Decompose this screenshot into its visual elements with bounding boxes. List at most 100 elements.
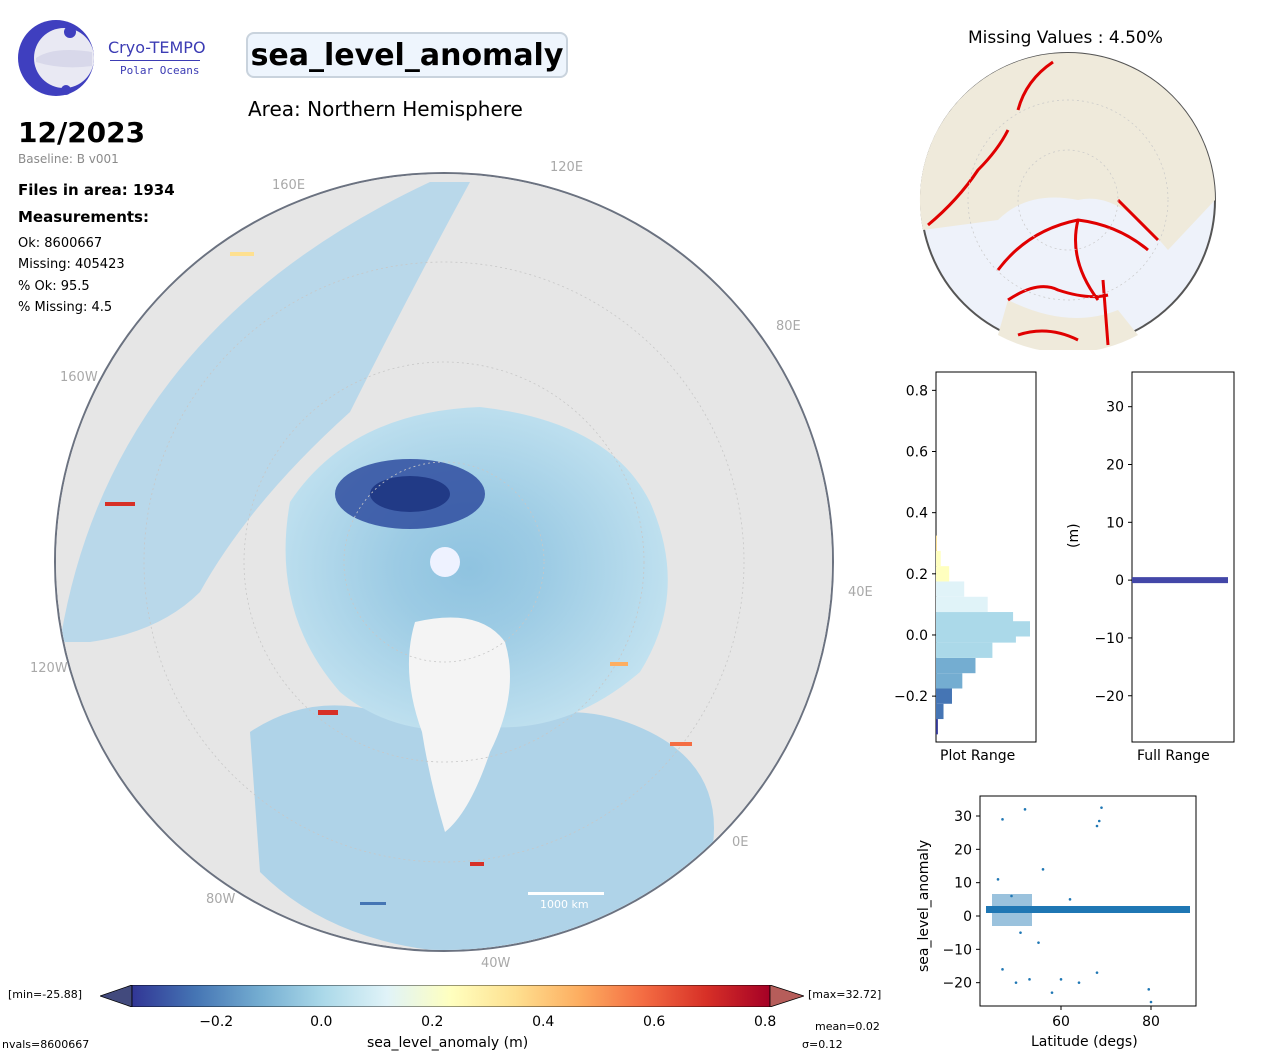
ytick-label: 20 xyxy=(954,842,972,858)
colorbar-tick: 0.6 xyxy=(643,1014,666,1030)
full-range-yticks: 30 20 10 0 −10 −20 xyxy=(1094,400,1132,705)
full-range-ylabel: (m) xyxy=(1066,523,1082,548)
lon-label: 120W xyxy=(30,661,68,676)
scatter-point xyxy=(1014,981,1018,984)
colorbar-tick: 0.4 xyxy=(532,1014,555,1030)
lon-label: 40W xyxy=(481,956,511,971)
ytick-label: 0 xyxy=(963,909,972,925)
stat-pct-missing: % Missing: 4.5 xyxy=(18,300,113,315)
full-range-bars xyxy=(1132,577,1228,584)
scatter-xlabel: Latitude (degs) xyxy=(1031,1034,1138,1050)
ytick-label: −10 xyxy=(942,942,972,958)
logo-subtitle: Polar Oceans xyxy=(120,64,200,77)
scatter-ylabel: sea_level_anomaly xyxy=(916,839,932,972)
scatter-spread xyxy=(992,894,1032,926)
colorbar-gradient xyxy=(131,984,771,1008)
lon-label: 0E xyxy=(732,835,749,850)
scatter-point xyxy=(1050,991,1054,994)
full-range-histogram: 30 20 10 0 −10 −20 Full Range (m) xyxy=(1064,368,1244,768)
missing-values-map xyxy=(918,50,1218,353)
scatter-point xyxy=(1149,1000,1153,1004)
low-anomaly-core xyxy=(370,476,450,512)
ytick-label: 0 xyxy=(1115,573,1124,589)
colorbar-min-label: [min=-25.88] xyxy=(8,988,83,1001)
xtick-label: 60 xyxy=(1052,1014,1070,1030)
scatter-frame xyxy=(979,795,1197,1007)
scatter-point xyxy=(996,878,1000,881)
ytick-label: −20 xyxy=(942,976,972,992)
colorbar xyxy=(98,984,806,1008)
scatter-point xyxy=(1001,818,1004,821)
pole-hole xyxy=(430,547,460,577)
scatter-ticks: 30 20 10 0 −10 −20 60 80 xyxy=(942,809,1159,1030)
page-title: sea_level_anomaly xyxy=(246,32,568,78)
scatter-point xyxy=(1028,978,1031,981)
colorbar-max-label: [max=32.72] xyxy=(808,988,882,1001)
logo-divider xyxy=(110,60,200,61)
full-range-frame xyxy=(1131,371,1235,743)
histogram-bar xyxy=(936,688,952,704)
histogram-bar xyxy=(936,596,988,613)
ytick-label: 20 xyxy=(1106,458,1124,474)
scatter-point xyxy=(1037,941,1040,944)
plot-range-bars xyxy=(936,535,1030,735)
sigma-label: σ=0.12 xyxy=(802,1038,843,1051)
lon-label: 120E xyxy=(550,160,584,175)
scatter-plot: 30 20 10 0 −10 −20 60 80 Latitude (degs) sea_le… xyxy=(900,790,1210,1055)
scatter-point xyxy=(1095,971,1099,974)
histogram-bar xyxy=(936,550,941,567)
histogram-bar xyxy=(936,703,944,720)
missing-coastlines xyxy=(927,60,1160,346)
polar-map: 1000 km xyxy=(50,172,840,952)
plot-range-yticks: 0.8 0.6 0.4 0.2 0.0 −0.2 xyxy=(894,383,936,705)
ytick-label: 10 xyxy=(954,876,972,892)
scatter-point xyxy=(1077,981,1081,984)
full-range-xlabel: Full Range xyxy=(1137,748,1210,764)
scatter-point xyxy=(1010,894,1013,898)
graticule xyxy=(143,261,745,863)
xtick-label: 80 xyxy=(1142,1014,1160,1030)
ytick-label: 0.0 xyxy=(906,628,928,644)
anomaly-streaks xyxy=(105,252,692,905)
scatter-point xyxy=(1041,868,1045,871)
pacific-swath xyxy=(60,182,470,642)
histogram-bar xyxy=(936,566,950,582)
lon-label: 160E xyxy=(272,178,306,193)
measurements-label: Measurements: xyxy=(18,208,149,226)
scatter-dense-band xyxy=(986,906,1190,913)
plot-range-xlabel: Plot Range xyxy=(940,748,1016,764)
scatter-point xyxy=(1019,931,1022,934)
colorbar-tick: 0.8 xyxy=(754,1014,777,1030)
scatter-point xyxy=(1147,988,1151,991)
nvals-label: nvals=8600667 xyxy=(2,1038,90,1051)
scatter-point xyxy=(1097,819,1101,823)
histogram-bar xyxy=(936,581,965,597)
lon-label: 80W xyxy=(206,892,236,907)
ytick-label: 30 xyxy=(1106,400,1124,416)
missing-title: Missing Values : 4.50% xyxy=(968,28,1163,48)
histogram-bar xyxy=(936,719,938,735)
files-label: Files in area: 1934 xyxy=(18,181,175,199)
ytick-label: 0.6 xyxy=(906,445,928,461)
scatter-point xyxy=(1100,806,1103,809)
stat-ok: Ok: 8600667 xyxy=(18,236,103,251)
colorbar-tick: −0.2 xyxy=(199,1014,234,1030)
histogram-bar xyxy=(936,612,1014,628)
lon-label: 40E xyxy=(848,585,873,600)
histogram-bar xyxy=(1132,577,1228,584)
scatter-point xyxy=(1059,978,1063,981)
histogram-bar xyxy=(936,535,937,551)
area-label: Area: Northern Hemisphere xyxy=(248,97,523,121)
mean-label: mean=0.02 xyxy=(815,1020,880,1033)
colorbar-max-extend xyxy=(769,984,806,1008)
ytick-label: 10 xyxy=(1106,515,1124,531)
stat-pct-ok: % Ok: 95.5 xyxy=(18,279,90,294)
cryotempo-logo: Cryo-TEMPO Polar Oceans xyxy=(16,18,206,100)
scatter-point xyxy=(1001,968,1004,971)
atlantic-swath xyxy=(250,705,714,950)
stat-missing: Missing: 405423 xyxy=(18,257,125,272)
baseline-label: Baseline: B v001 xyxy=(18,152,119,166)
histogram-bar xyxy=(936,642,993,658)
colorbar-tick: 0.2 xyxy=(421,1014,444,1030)
logo-name: Cryo-TEMPO xyxy=(108,38,206,57)
